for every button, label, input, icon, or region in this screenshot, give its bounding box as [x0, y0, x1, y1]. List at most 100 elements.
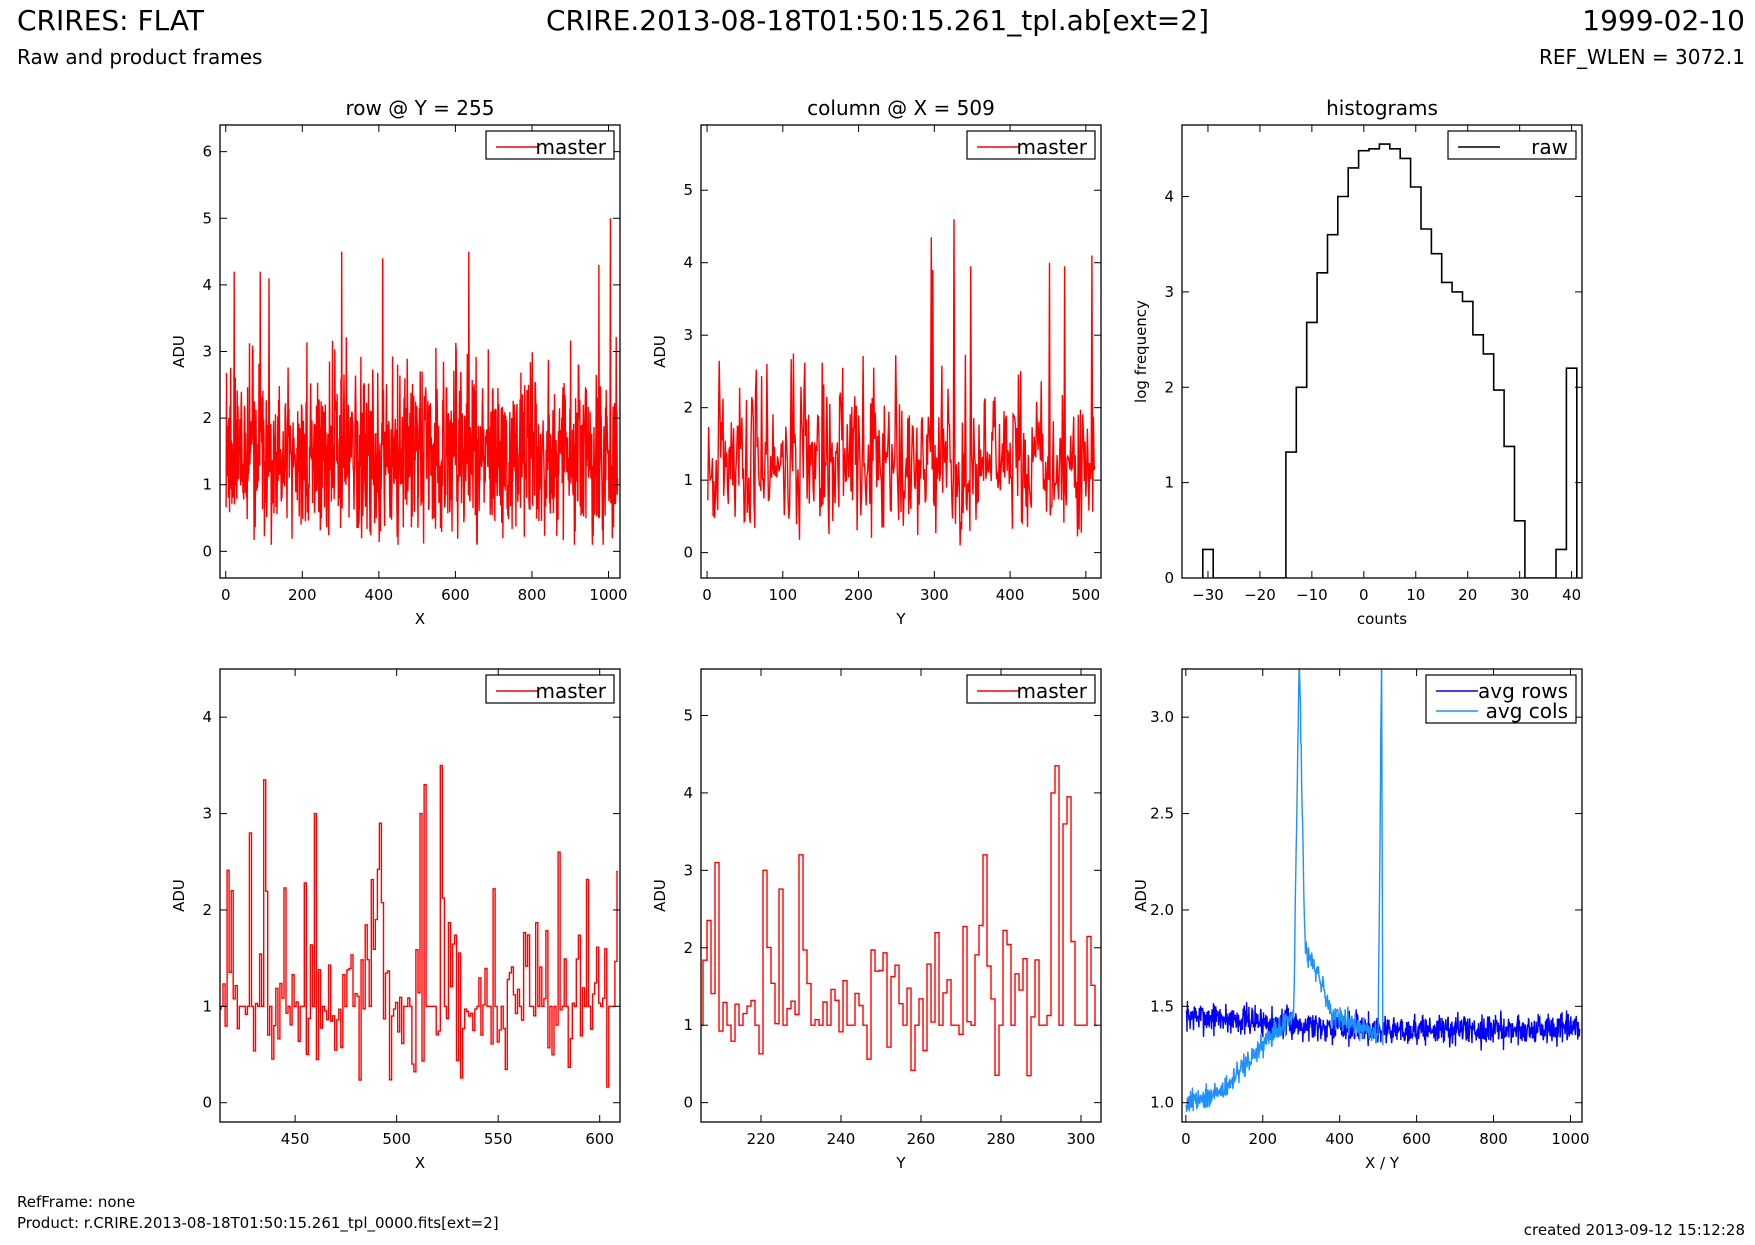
- y-tick-label: 2: [683, 939, 693, 957]
- x-tick-label: 450: [281, 1130, 310, 1148]
- plot-frame: [219, 668, 621, 1123]
- series-line-master: [707, 219, 1096, 546]
- y-tick-label: 3: [202, 343, 212, 361]
- x-tick-label: 800: [518, 586, 547, 604]
- x-tick-label: −20: [1244, 586, 1276, 604]
- y-tick-label: 4: [202, 708, 212, 726]
- y-tick-label: 1: [202, 997, 212, 1015]
- legend-label: avg cols: [1486, 699, 1568, 723]
- plot-frame: [700, 124, 1102, 579]
- x-tick-label: −10: [1296, 586, 1328, 604]
- y-tick-label: 3: [683, 861, 693, 879]
- series-group: [220, 764, 618, 1088]
- x-tick-label: 500: [1072, 586, 1101, 604]
- chart-title: histograms: [1326, 96, 1438, 120]
- legend: master: [485, 674, 615, 704]
- x-axis-label: X: [415, 610, 425, 628]
- y-tick-label: 0: [683, 1094, 693, 1112]
- y-axis-label: ADU: [1132, 879, 1150, 912]
- x-tick-label: 30: [1510, 586, 1529, 604]
- x-tick-label: 100: [768, 586, 797, 604]
- x-tick-label: −30: [1192, 586, 1224, 604]
- plot-frame: [1181, 668, 1583, 1123]
- legend-label: raw: [1531, 135, 1568, 159]
- y-tick-label: 4: [202, 276, 212, 294]
- x-tick-label: 200: [844, 586, 873, 604]
- y-tick-label: 3: [202, 805, 212, 823]
- series-group: [1185, 669, 1581, 1112]
- chart-panel-column: 0 100 200 300 400 500 0 1 2 3 4 5 column @ X = 509 Y A…: [651, 96, 1102, 628]
- x-axis-label: counts: [1357, 610, 1407, 628]
- chart-panel-row-zoom: 450 500 550 600 0 1 2 3 4 X ADU master: [170, 668, 621, 1172]
- x-tick-label: 300: [1067, 1130, 1096, 1148]
- series-line-raw: [1202, 143, 1578, 578]
- chart-title: column @ X = 509: [807, 96, 995, 120]
- legend: master: [966, 674, 1096, 704]
- x-tick-label: 10: [1406, 586, 1425, 604]
- x-tick-label: 600: [441, 586, 470, 604]
- y-tick-label: 0: [202, 1094, 212, 1112]
- observation-date: 1999-02-10: [1582, 4, 1745, 37]
- chart-panel-averages: 0 200 400 600 800 1000 1.0 1.5 2.0 2.5 3.0 X / Y ADU…: [1132, 668, 1590, 1172]
- y-tick-label: 0: [1164, 569, 1174, 587]
- x-tick-label: 280: [987, 1130, 1016, 1148]
- x-tick-label: 220: [747, 1130, 776, 1148]
- x-tick-label: 800: [1479, 1130, 1508, 1148]
- chart-panel-column-zoom: 220 240 260 280 300 0 1 2 3 4 5 Y ADU master: [651, 668, 1102, 1172]
- legend-label: master: [535, 135, 606, 159]
- legend-box: [485, 130, 615, 160]
- series-group: [707, 219, 1096, 546]
- y-tick-label: 5: [202, 209, 212, 227]
- y-axis-label: ADU: [651, 335, 669, 368]
- series-group: [1202, 143, 1578, 578]
- y-tick-label: 4: [1164, 188, 1174, 206]
- legend-box: [1425, 674, 1577, 724]
- legend-box: [966, 130, 1096, 160]
- y-tick-label: 6: [202, 143, 212, 161]
- x-tick-label: 240: [827, 1130, 856, 1148]
- y-tick-label: 1: [683, 471, 693, 489]
- x-tick-label: 550: [484, 1130, 513, 1148]
- y-tick-label: 4: [683, 254, 693, 272]
- x-tick-label: 0: [702, 586, 712, 604]
- chart-panel-histograms: −30 −20 −10 0 10 20 30 40 0 1 2 3 4 histograms counts l…: [1132, 96, 1583, 628]
- x-axis-label: Y: [895, 1154, 906, 1172]
- x-tick-label: 600: [1402, 1130, 1431, 1148]
- y-tick-label: 3.0: [1150, 708, 1174, 726]
- legend-label: master: [1016, 135, 1087, 159]
- created-timestamp: created 2013-09-12 15:12:28: [1523, 1221, 1745, 1239]
- x-tick-label: 500: [382, 1130, 411, 1148]
- y-tick-label: 2: [202, 409, 212, 427]
- x-tick-label: 300: [920, 586, 949, 604]
- x-tick-label: 0: [221, 586, 231, 604]
- legend-label: master: [535, 679, 606, 703]
- series-line-avg-cols: [1185, 669, 1384, 1112]
- y-axis-label: log frequency: [1132, 300, 1150, 403]
- plot-frame: [700, 668, 1102, 1123]
- series-line-master: [220, 764, 618, 1088]
- y-tick-label: 2: [202, 901, 212, 919]
- x-tick-label: 200: [288, 586, 317, 604]
- x-axis-label: X: [415, 1154, 425, 1172]
- ref-wlen: REF_WLEN = 3072.1: [1538, 45, 1745, 69]
- report-subtitle: Raw and product frames: [17, 45, 263, 69]
- y-tick-label: 3: [683, 326, 693, 344]
- x-tick-label: 400: [365, 586, 394, 604]
- legend: master: [966, 130, 1096, 160]
- series-group: [701, 765, 1097, 1077]
- y-tick-label: 1.0: [1150, 1094, 1174, 1112]
- x-tick-label: 1000: [589, 586, 627, 604]
- series-line-master: [225, 218, 619, 545]
- y-tick-label: 2: [1164, 378, 1174, 396]
- legend-box: [1447, 130, 1577, 160]
- chart-title: row @ Y = 255: [346, 96, 495, 120]
- y-tick-label: 5: [683, 181, 693, 199]
- y-tick-label: 1: [202, 476, 212, 494]
- y-tick-label: 2: [683, 399, 693, 417]
- x-tick-label: 1000: [1551, 1130, 1589, 1148]
- series-line-master: [701, 765, 1097, 1077]
- y-tick-label: 0: [683, 544, 693, 562]
- x-tick-label: 400: [996, 586, 1025, 604]
- y-tick-label: 1.5: [1150, 997, 1174, 1015]
